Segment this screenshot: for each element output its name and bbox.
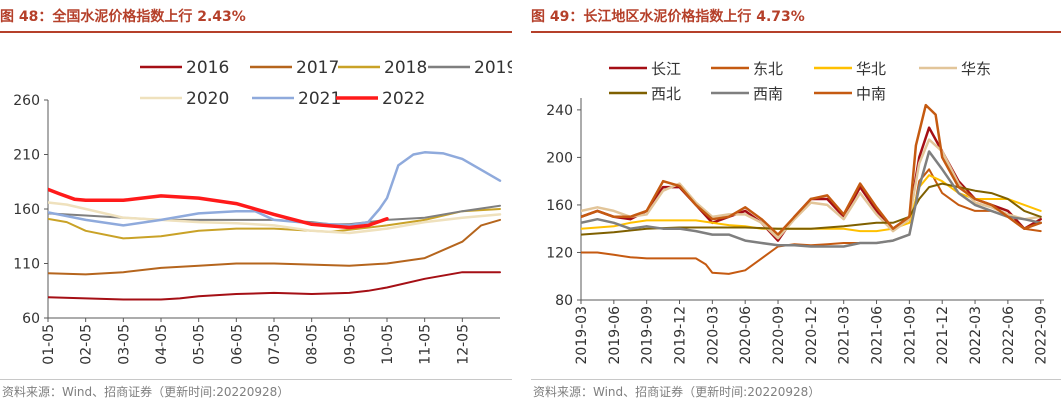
series-line-4 — [48, 201, 502, 235]
y-tick-label: 120 — [546, 245, 573, 261]
x-tick-label: 07-05 — [267, 324, 283, 365]
y-tick-label: 160 — [546, 198, 573, 214]
legend-label: 西北 — [651, 85, 681, 103]
x-tick-label: 2020-09 — [771, 306, 787, 365]
x-tick-label: 01-05 — [41, 324, 57, 365]
legend-label: 西南 — [753, 85, 783, 103]
series-line-5 — [48, 151, 502, 227]
series-line-4 — [581, 182, 1042, 236]
chart-panel-right: 图 49：长江地区水泥价格指数上行 4.73% 80 120 160 200 240 20… — [531, 0, 1061, 407]
series-line-1 — [48, 218, 501, 276]
y-tick-label: 210 — [13, 148, 40, 164]
legend-label: 2020 — [186, 89, 229, 109]
series-line-3 — [581, 138, 1042, 240]
legend-label: 华北 — [856, 60, 886, 78]
x-tick-label: 2020-03 — [705, 306, 721, 365]
series-line-1 — [581, 168, 1042, 275]
series-line-5 — [581, 150, 1042, 248]
chart-title: 图 48：全国水泥价格指数上行 2.43% — [0, 9, 246, 25]
x-tick-label: 2021-09 — [902, 306, 918, 365]
x-tick-label: 2019-09 — [640, 306, 656, 365]
y-tick-label: 110 — [13, 257, 40, 273]
title-underline — [531, 31, 1061, 33]
chart-48-svg: 60 110 160 210 260 01-05 02-05 03-05 04-05 05-05 0… — [13, 58, 512, 365]
legend-label: 中南 — [856, 85, 886, 103]
source-note: 资料来源：Wind、招商证券（更新时间:20220928） — [2, 385, 290, 399]
y-tick-label: 80 — [555, 293, 573, 309]
series-group — [581, 103, 1042, 275]
title-underline — [0, 31, 512, 33]
series-line-2 — [48, 208, 501, 240]
series-line-6 — [581, 103, 1042, 236]
x-tick-label: 05-05 — [192, 324, 208, 365]
y-tick-label: 240 — [546, 103, 573, 119]
x-tick-label: 2019-12 — [673, 306, 689, 365]
x-tick-label: 03-05 — [116, 324, 132, 365]
legend-label: 2021 — [298, 89, 341, 109]
series-line-0 — [48, 271, 501, 301]
legend-label: 华东 — [961, 60, 991, 78]
y-tick-label: 160 — [13, 202, 40, 218]
y-tick-label: 260 — [13, 93, 40, 109]
x-tick-label: 2021-12 — [935, 306, 951, 365]
x-tick-label: 2022-09 — [1034, 306, 1050, 365]
x-tick-label: 2019-06 — [607, 306, 623, 365]
legend-label: 2022 — [382, 89, 425, 109]
series-group — [48, 151, 502, 301]
x-tick-label: 2019-03 — [574, 306, 590, 365]
x-tick-label: 2021-06 — [870, 306, 886, 365]
x-tick-label: 10-05 — [380, 324, 396, 365]
legend-label: 东北 — [753, 60, 783, 78]
chart-panel-left: 图 48：全国水泥价格指数上行 2.43% 60 110 160 210 260 01-0… — [0, 0, 512, 407]
legend-label: 2016 — [186, 58, 229, 78]
x-tick-label: 2022-03 — [968, 306, 984, 365]
y-tick-label: 60 — [22, 311, 40, 327]
x-tick-label: 04-05 — [154, 324, 170, 365]
x-tick-label: 12-05 — [455, 324, 471, 365]
chart-title: 图 49：长江地区水泥价格指数上行 4.73% — [531, 9, 805, 25]
x-tick-label: 06-05 — [229, 324, 245, 365]
legend-label: 2017 — [296, 58, 339, 78]
x-tick-label: 2022-06 — [1001, 306, 1017, 365]
x-tick-label: 2021-03 — [837, 306, 853, 365]
x-tick-label: 08-05 — [305, 324, 321, 365]
x-tick-label: 09-05 — [342, 324, 358, 365]
source-divider — [531, 379, 1061, 380]
x-tick-label: 2020-12 — [804, 306, 820, 365]
series-line-2 — [581, 174, 1042, 233]
x-tick-label: 2020-06 — [738, 306, 754, 365]
legend-label: 2019 — [474, 58, 512, 78]
series-line-6 — [48, 187, 389, 230]
legend-label: 长江 — [651, 60, 681, 78]
y-tick-label: 200 — [546, 150, 573, 166]
x-tick-label: 02-05 — [79, 324, 95, 365]
source-note: 资料来源：Wind、招商证券（更新时间:20220928） — [533, 385, 821, 399]
x-tick-label: 11-05 — [418, 324, 434, 365]
legend-label: 2018 — [384, 58, 427, 78]
chart-49-svg: 80 120 160 200 240 2019-03 2019-06 2019-09 2019-… — [546, 60, 1050, 365]
source-divider — [0, 379, 512, 380]
series-line-0 — [581, 126, 1042, 242]
